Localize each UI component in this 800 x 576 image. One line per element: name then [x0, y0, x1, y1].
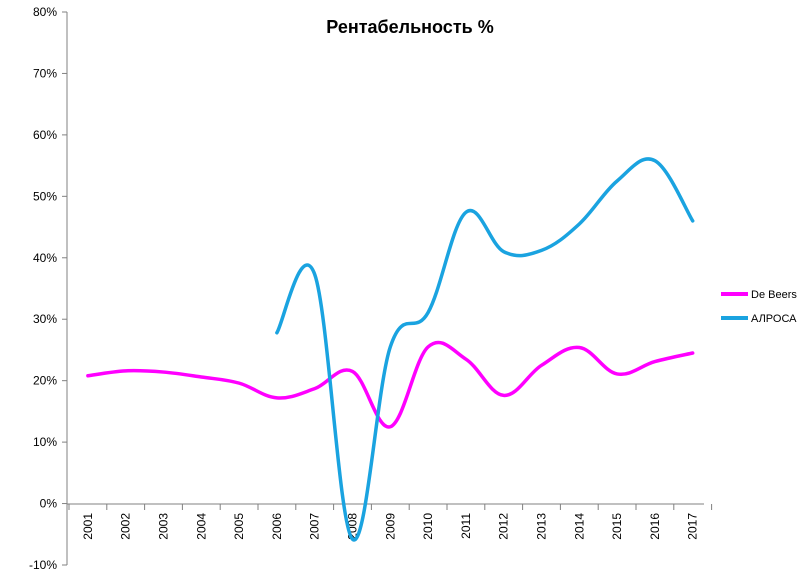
x-tick-label: 2015	[610, 513, 624, 540]
x-tick-label: 2001	[81, 513, 95, 540]
y-tick-label: 40%	[33, 251, 57, 265]
x-tick-label: 2013	[535, 513, 549, 540]
x-tick-label: 2004	[194, 513, 208, 540]
legend: De Beers АЛРОСА	[721, 289, 797, 325]
x-tick-label: 2016	[648, 513, 662, 540]
y-tick-label: 20%	[33, 374, 57, 388]
x-tick-label: 2005	[232, 513, 246, 540]
x-axis-ticks: 2001 2002 2003 2004 2005 2006 2007 2008 2009 2010…	[68, 504, 713, 540]
legend-label-alrosa: АЛРОСА	[751, 313, 797, 325]
legend-item-de-beers: De Beers	[721, 289, 797, 301]
x-tick-label: 2006	[270, 513, 284, 540]
x-tick-label: 2011	[459, 513, 473, 539]
x-tick-label: 2003	[157, 513, 171, 540]
x-tick-label: 2010	[421, 513, 435, 540]
series-layer	[86, 157, 695, 542]
chart-title: Рентабельность %	[326, 17, 493, 37]
x-tick-label: 2007	[308, 513, 322, 540]
y-tick-label: 80%	[33, 5, 57, 19]
y-tick-label: 50%	[33, 189, 57, 203]
legend-label-de-beers: De Beers	[751, 289, 797, 301]
y-tick-label: 30%	[33, 312, 57, 326]
y-tick-label: 60%	[33, 128, 57, 142]
y-axis-ticks: -10% 0% 10% 20% 30% 40% 50% 60% 70% 80%	[29, 5, 67, 572]
y-tick-label: 10%	[33, 435, 57, 449]
x-tick-label: 2009	[383, 513, 397, 540]
series-line-alrosa	[275, 157, 695, 542]
chart-axes	[66, 12, 704, 565]
x-tick-label: 2017	[686, 513, 700, 540]
y-tick-label: -10%	[29, 558, 57, 572]
x-tick-label: 2002	[119, 513, 133, 540]
series-line-de-beers	[86, 340, 695, 429]
x-tick-label: 2014	[572, 513, 586, 540]
y-tick-label: 70%	[33, 66, 57, 80]
x-tick-label: 2012	[497, 513, 511, 540]
legend-item-alrosa: АЛРОСА	[721, 313, 797, 325]
y-tick-label: 0%	[40, 497, 58, 511]
